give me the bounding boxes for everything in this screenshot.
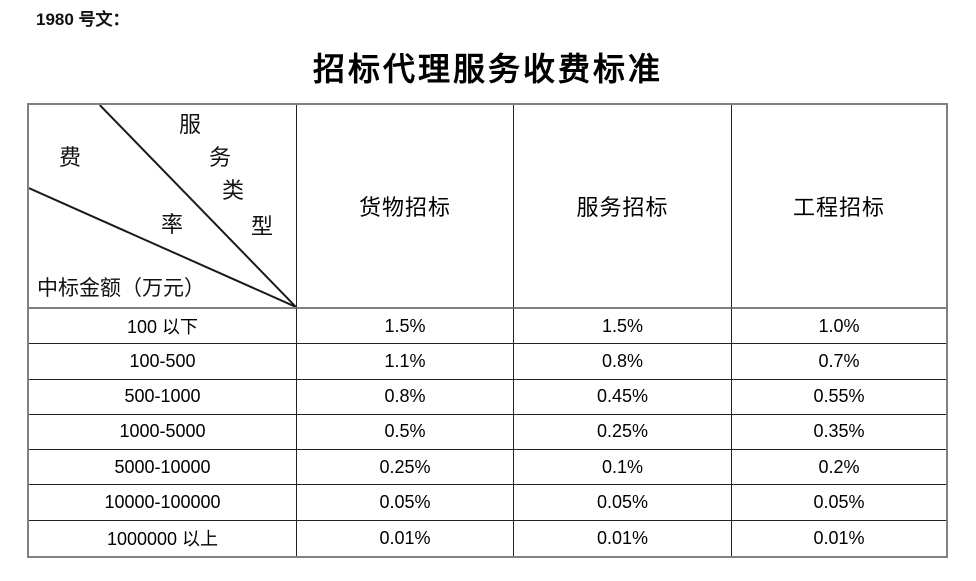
rate-cell-services: 0.45% — [514, 379, 732, 415]
rate-cell-goods: 0.8% — [297, 379, 514, 415]
rate-cell-goods: 0.01% — [297, 520, 514, 556]
row-range-cell: 100-500 — [29, 344, 297, 380]
col-axis-char: 服 — [179, 112, 202, 137]
rate-cell-engineering: 0.55% — [732, 380, 946, 415]
rate-cell-goods: 0.5% — [297, 414, 514, 451]
row-range-cell: 1000-5000 — [29, 414, 297, 451]
rate-cell-engineering: 0.05% — [732, 485, 946, 521]
document-number-label: 1980 号文： — [36, 10, 130, 29]
row-range-cell: 10000-100000 — [29, 485, 297, 521]
rate-cell-goods: 1.1% — [297, 344, 514, 380]
rate-cell-goods: 0.05% — [297, 485, 514, 521]
rate-cell-engineering: 1.0% — [732, 309, 946, 345]
row-range-cell: 500-1000 — [29, 379, 297, 415]
column-header-goods: 货物招标 — [297, 105, 514, 309]
rate-cell-services: 1.5% — [514, 309, 732, 345]
column-header-engineering: 工程招标 — [732, 105, 946, 309]
rate-cell-services: 0.01% — [514, 520, 732, 556]
rate-cell-engineering: 0.35% — [732, 415, 946, 451]
rate-cell-services: 0.1% — [514, 450, 732, 486]
col-axis-char: 类 — [222, 178, 245, 203]
rate-cell-services: 0.8% — [514, 344, 732, 380]
col-axis-char: 型 — [251, 214, 274, 239]
value-axis-char: 率 — [161, 212, 184, 237]
page-title: 招标代理服务收费标准 — [312, 51, 663, 87]
row-range-cell: 100 以下 — [29, 309, 297, 345]
rate-cell-engineering: 0.2% — [732, 450, 946, 486]
title-container: 招标代理服务收费标准 — [0, 44, 976, 90]
col-axis-char: 务 — [209, 145, 232, 170]
rate-cell-services: 0.25% — [514, 414, 732, 451]
diagonal-divider-lines — [29, 105, 296, 307]
rate-cell-goods: 0.25% — [297, 450, 514, 486]
rate-cell-engineering: 0.01% — [813, 527, 865, 548]
row-axis-label: 中标金额（万元） — [37, 276, 205, 300]
rate-cell-services: 0.05% — [514, 485, 732, 521]
column-header-services: 服务招标 — [514, 105, 732, 309]
rate-cell-goods: 1.5% — [297, 309, 514, 345]
rate-cell-engineering: 0.7% — [732, 344, 946, 380]
value-axis-char: 费 — [59, 145, 82, 170]
row-range-cell: 1000000 以上 — [29, 520, 297, 556]
fee-standard-table: 服 务 类 型 费 率 中标金额（万元） 货物招标 服务招标 工程招标 100 … — [27, 103, 948, 558]
row-range-cell: 5000-10000 — [29, 450, 297, 486]
diagonal-header-cell: 服 务 类 型 费 率 中标金额（万元） — [29, 105, 297, 309]
